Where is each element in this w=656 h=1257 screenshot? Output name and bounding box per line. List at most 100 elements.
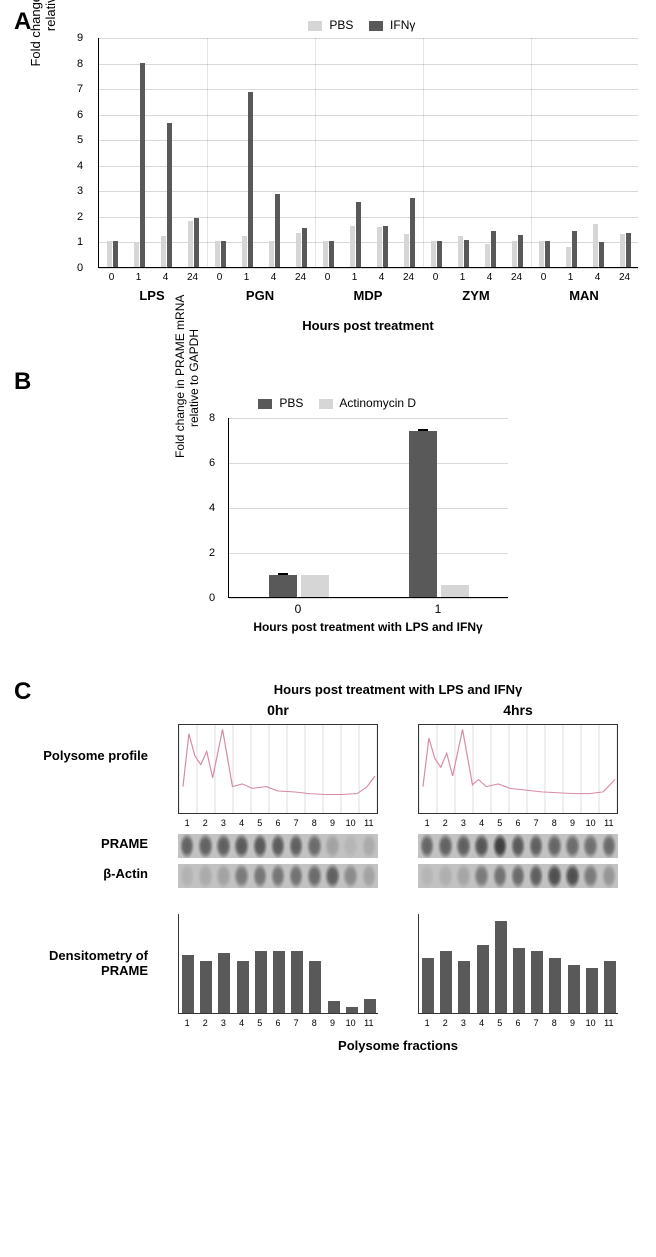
gel-lane (325, 834, 340, 858)
gel-lane (180, 834, 195, 858)
bar-ifn (518, 235, 523, 267)
fraction-num: 8 (305, 818, 323, 828)
gel-lane (602, 864, 617, 888)
x-hour-label: 24 (397, 272, 421, 283)
densito-bar (440, 951, 452, 1013)
densito-bar (182, 955, 194, 1013)
gel-lane (565, 864, 580, 888)
x-hour-label: 24 (613, 272, 637, 283)
fraction-num: 5 (251, 1018, 269, 1028)
x-hour-label: 24 (181, 272, 205, 283)
bar-ifn (302, 228, 307, 267)
bar-pbs (323, 241, 328, 267)
x-hour-label: 1 (235, 272, 259, 283)
densito-bar (604, 961, 616, 1013)
gel-lane (343, 834, 358, 858)
legend-item-b-pbs: PBS (258, 396, 303, 410)
gel-lane (307, 864, 322, 888)
fraction-num: 6 (509, 818, 527, 828)
x-hour-label: 24 (505, 272, 529, 283)
gel-lane (325, 864, 340, 888)
fraction-num: 2 (436, 1018, 454, 1028)
x-treatment-label: ZYM (462, 288, 489, 303)
gel-lane (289, 834, 304, 858)
fraction-num: 11 (600, 818, 618, 828)
ytick: 8 (209, 412, 215, 424)
x-hour-label: 4 (478, 272, 502, 283)
densito-bar (477, 945, 489, 1013)
gel-lane (493, 864, 508, 888)
densito-bar (273, 951, 285, 1013)
bar-b-actd (301, 575, 329, 598)
fraction-num: 10 (582, 1018, 600, 1028)
ytick: 6 (77, 109, 83, 121)
fraction-num: 7 (527, 1018, 545, 1028)
fraction-num: 4 (473, 818, 491, 828)
densito-bar (568, 965, 580, 1013)
row-label-actin: β-Actin (18, 866, 148, 881)
fraction-num: 2 (436, 818, 454, 828)
gel-lane (362, 864, 377, 888)
x-hour-label: 24 (289, 272, 313, 283)
legend-label-b-pbs: PBS (279, 396, 303, 410)
row-label-polysome: Polysome profile (18, 748, 148, 763)
y-title-b-l2: relative to GAPDH (187, 329, 201, 427)
panel-a: A PBS IFNγ Fold change in PRAME mRNA rel… (8, 8, 648, 358)
x-group-label: 1 (435, 602, 442, 616)
x-treatment-label: PGN (246, 288, 274, 303)
x-hour-label: 0 (208, 272, 232, 283)
panel-b-y-axis-title: Fold change in PRAME mRNA relative to GA… (173, 298, 201, 458)
x-hour-label: 1 (451, 272, 475, 283)
bar-pbs (215, 241, 220, 267)
ytick: 2 (209, 547, 215, 559)
ytick: 9 (77, 32, 83, 44)
gel-lane (565, 834, 580, 858)
bar-pbs (458, 236, 463, 267)
fraction-num: 2 (196, 1018, 214, 1028)
gel-lane (271, 864, 286, 888)
densitometry-0hr (178, 914, 378, 1014)
bar-ifn (356, 202, 361, 267)
fraction-num: 11 (360, 818, 378, 828)
bar-pbs (539, 241, 544, 267)
bar-ifn (599, 242, 604, 267)
bar-pbs (512, 241, 517, 267)
gel-lane (438, 834, 453, 858)
gel-lane (362, 834, 377, 858)
panel-b-label: B (14, 368, 31, 396)
gel-lane (198, 834, 213, 858)
ytick: 8 (77, 58, 83, 70)
ytick: 3 (77, 185, 83, 197)
bar-pbs (620, 234, 625, 267)
ytick: 6 (209, 457, 215, 469)
fraction-nums-4hr-top: 1234567891011 (418, 818, 618, 828)
densito-bar (549, 958, 561, 1013)
gel-lane (547, 834, 562, 858)
fraction-num: 9 (323, 1018, 341, 1028)
time-label-0hr: 0hr (178, 702, 378, 718)
panel-a-y-axis-title: Fold change in PRAME mRNA relative to GA… (28, 0, 58, 78)
densito-bar (237, 961, 249, 1013)
ytick: 5 (77, 134, 83, 146)
gel-lane (289, 864, 304, 888)
bar-ifn (437, 241, 442, 267)
fraction-num: 6 (269, 818, 287, 828)
fraction-num: 7 (527, 818, 545, 828)
bar-pbs (188, 221, 193, 267)
x-hour-label: 0 (100, 272, 124, 283)
fraction-num: 4 (473, 1018, 491, 1028)
gel-prame-4hr (418, 834, 618, 858)
fraction-num: 2 (196, 818, 214, 828)
fraction-num: 10 (582, 818, 600, 828)
gel-lane (234, 834, 249, 858)
panel-b: B PBS Actinomycin D Fold change in PRAME… (8, 368, 648, 668)
gel-lane (493, 834, 508, 858)
bar-b-pbs (409, 431, 437, 598)
gel-lane (216, 864, 231, 888)
fraction-num: 3 (214, 818, 232, 828)
bar-pbs (242, 236, 247, 267)
densito-bar (309, 961, 321, 1013)
panel-c: C Hours post treatment with LPS and IFNγ… (8, 678, 648, 1238)
panel-b-legend: PBS Actinomycin D (258, 396, 428, 410)
gel-lane (438, 864, 453, 888)
